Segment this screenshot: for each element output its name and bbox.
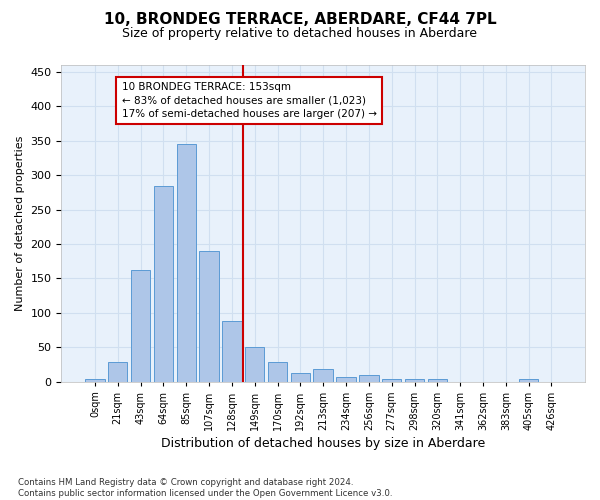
Bar [428,380,447,382]
Bar [382,380,401,382]
Bar [199,251,219,382]
Bar [222,321,242,382]
Bar [405,380,424,382]
Bar [268,362,287,382]
Text: 10 BRONDEG TERRACE: 153sqm
← 83% of detached houses are smaller (1,023)
17% of s: 10 BRONDEG TERRACE: 153sqm ← 83% of deta… [122,82,377,119]
Bar [519,380,538,382]
Bar [313,369,333,382]
Y-axis label: Number of detached properties: Number of detached properties [15,136,25,311]
Bar [359,374,379,382]
X-axis label: Distribution of detached houses by size in Aberdare: Distribution of detached houses by size … [161,437,485,450]
Bar [108,362,127,382]
Text: Contains HM Land Registry data © Crown copyright and database right 2024.
Contai: Contains HM Land Registry data © Crown c… [18,478,392,498]
Text: Size of property relative to detached houses in Aberdare: Size of property relative to detached ho… [122,28,478,40]
Bar [154,186,173,382]
Bar [85,380,104,382]
Bar [245,347,265,382]
Text: 10, BRONDEG TERRACE, ABERDARE, CF44 7PL: 10, BRONDEG TERRACE, ABERDARE, CF44 7PL [104,12,496,28]
Bar [176,144,196,382]
Bar [290,372,310,382]
Bar [131,270,150,382]
Bar [337,378,356,382]
